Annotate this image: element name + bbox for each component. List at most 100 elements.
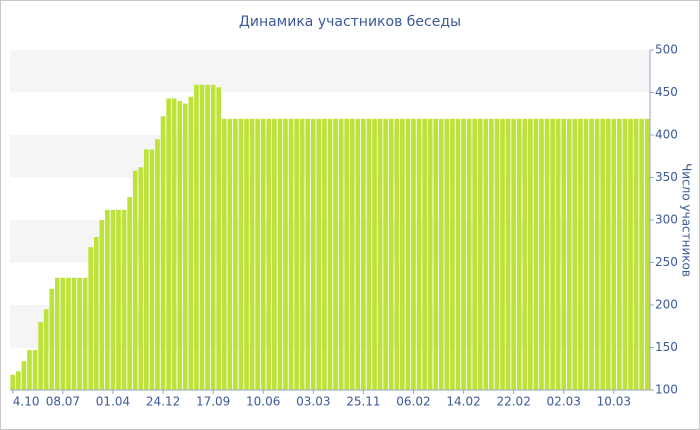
bar [361, 118, 366, 390]
x-tick-label: 25.11 [346, 395, 380, 409]
bar [494, 118, 500, 390]
y-tick-label: 300 [655, 213, 678, 227]
bar [144, 149, 149, 390]
y-tick-label: 500 [655, 43, 678, 57]
bar [71, 277, 77, 390]
bar [32, 350, 38, 390]
bar [388, 118, 394, 390]
bar [372, 118, 377, 390]
bar [116, 209, 121, 390]
bar [21, 361, 27, 390]
bar [171, 98, 177, 390]
x-tick-label: 22.02 [496, 395, 530, 409]
bar [216, 87, 222, 391]
bar [310, 118, 316, 390]
bar [49, 288, 55, 390]
bar [561, 118, 567, 390]
y-tick-label: 250 [655, 255, 678, 269]
bar [533, 118, 539, 390]
x-tick-label: 08.07 [46, 395, 80, 409]
x-tick-label: 03.03 [296, 395, 330, 409]
bar [400, 118, 405, 390]
x-tick-label: 17.09 [196, 395, 230, 409]
bar [333, 118, 338, 390]
bar [461, 118, 466, 390]
bar [633, 118, 639, 390]
bar [194, 84, 199, 390]
bar [316, 118, 322, 390]
bar [272, 118, 277, 390]
bar [489, 118, 494, 390]
bar [322, 118, 327, 390]
x-tick-label: 10.03 [597, 395, 631, 409]
bar [550, 118, 555, 390]
bar [210, 84, 216, 390]
bar [628, 118, 633, 390]
y-tick-label: 450 [655, 85, 678, 99]
bar [366, 118, 372, 390]
bar [349, 118, 355, 390]
bar [138, 167, 144, 390]
bar [99, 220, 105, 390]
x-tick-label: 24.12 [146, 395, 180, 409]
bar [578, 118, 583, 390]
bar [511, 118, 516, 390]
bar [88, 247, 94, 390]
bar [411, 118, 416, 390]
bar [466, 118, 472, 390]
bar [500, 118, 505, 390]
bar [355, 118, 361, 390]
bar [155, 139, 160, 390]
bar [611, 118, 617, 390]
bar [522, 118, 528, 390]
bar [605, 118, 611, 390]
bar [594, 118, 600, 390]
bar [43, 309, 49, 390]
bar [338, 118, 344, 390]
bar [110, 209, 116, 390]
y-tick-label: 150 [655, 340, 678, 354]
bar [149, 149, 155, 390]
bar [383, 118, 388, 390]
bar [233, 118, 238, 390]
bar [444, 118, 450, 390]
bar [422, 118, 427, 390]
bar [455, 118, 461, 390]
bar [221, 118, 227, 390]
bar [644, 118, 650, 390]
x-tick-label: 14.02 [446, 395, 480, 409]
bar [60, 277, 66, 390]
bar [244, 118, 249, 390]
bar [544, 118, 550, 390]
bar [166, 98, 171, 390]
x-tick-label: 06.02 [396, 395, 430, 409]
bar [238, 118, 244, 390]
bar [472, 118, 478, 390]
x-tick-label: 4.10 [13, 395, 40, 409]
x-tick-label: 01.04 [96, 395, 130, 409]
bar [255, 118, 260, 390]
bar [572, 118, 578, 390]
bar [516, 118, 522, 390]
bar [438, 118, 444, 390]
bar [566, 118, 572, 390]
bar [227, 118, 233, 390]
bar [127, 197, 132, 390]
bar [483, 118, 489, 390]
bar [600, 118, 606, 390]
bar [182, 103, 188, 391]
bar [249, 118, 255, 390]
bar [177, 101, 183, 390]
bar [105, 209, 110, 390]
bar [427, 118, 433, 390]
bar [54, 277, 60, 390]
bar [433, 118, 439, 390]
bar [589, 118, 594, 390]
bar [394, 118, 400, 390]
bar [93, 237, 99, 390]
bar [505, 118, 511, 390]
bar [266, 118, 272, 390]
bar [377, 118, 383, 390]
bar [288, 118, 294, 390]
bar [327, 118, 333, 390]
